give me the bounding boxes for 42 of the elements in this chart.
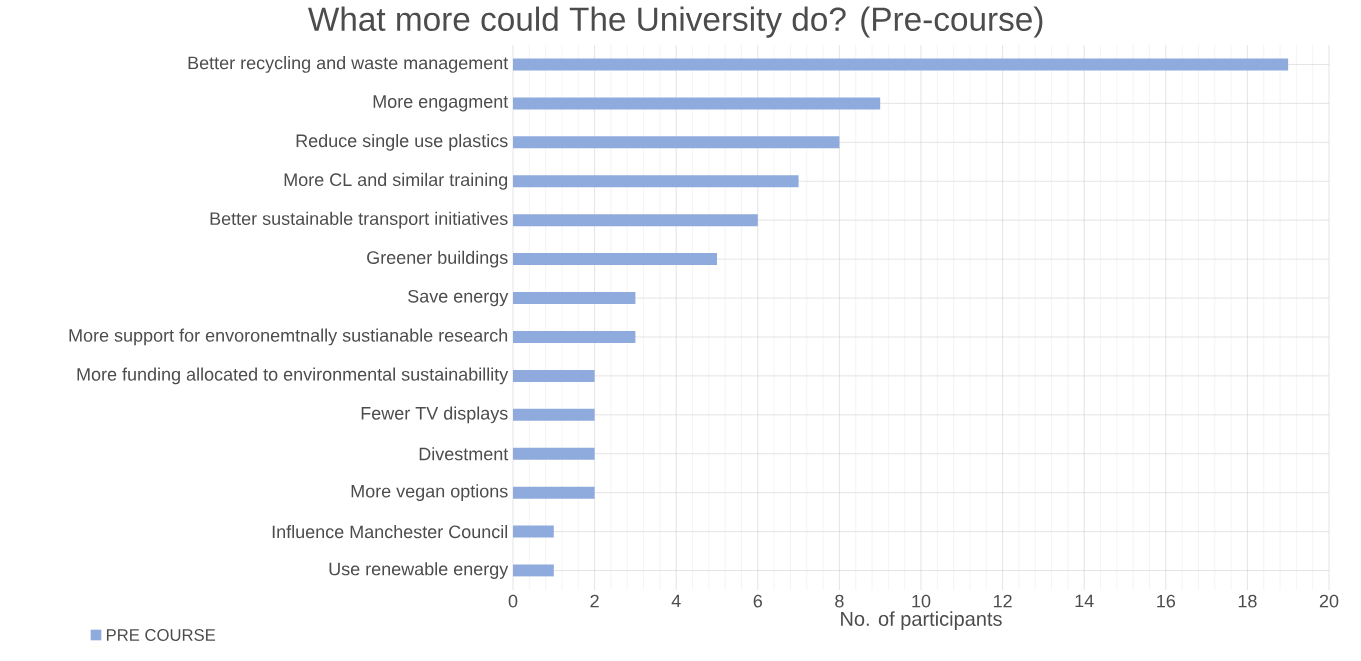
x-tick-label: 4 [671, 594, 681, 608]
y-tick-label: Use renewable energy [329, 562, 509, 579]
bar [513, 564, 554, 577]
x-tick-label: 12 [993, 594, 1012, 608]
bar [513, 214, 758, 227]
bar [513, 136, 840, 149]
y-tick-label: Divestment [419, 447, 509, 461]
bar [513, 97, 881, 110]
bar [513, 175, 799, 188]
x-tick-label: 20 [1319, 594, 1339, 608]
x-tick-label: 10 [912, 594, 931, 608]
bar [513, 447, 595, 460]
bar [513, 292, 636, 305]
x-axis-title: No. of participants [841, 611, 1002, 630]
y-tick-label: Influence Manchester Council [272, 525, 508, 539]
bar [513, 525, 554, 538]
chart-title: What more could The University do? (Pre-course) [308, 6, 1043, 38]
y-tick-label: More support for envoronemtnally sustianable research [69, 328, 508, 346]
bar [513, 408, 595, 421]
y-tick-label: Better recycling and waste management [188, 56, 509, 73]
x-tick-label: 2 [590, 594, 599, 608]
bar [513, 58, 1289, 71]
y-tick-label: More funding allocated to environmental sustainabillity [77, 367, 509, 385]
y-tick-label: More CL and similar training [284, 172, 508, 190]
y-tick-label: More vegan options [351, 484, 508, 502]
x-tick-label: 16 [1157, 594, 1176, 608]
y-tick-label: Save energy [408, 289, 509, 307]
y-tick-label: Fewer TV displays [361, 406, 508, 424]
bar [513, 486, 595, 499]
y-tick-label: Greener buildings [367, 250, 508, 268]
bar [513, 369, 595, 382]
x-tick-label: 0 [508, 594, 518, 608]
y-tick-label: More engagment [373, 95, 509, 112]
x-tick-label: 8 [835, 594, 844, 608]
x-tick-label: 6 [753, 594, 763, 608]
y-tick-label: Better sustainable transport initiatives [210, 211, 508, 229]
x-tick-label: 14 [1075, 594, 1094, 608]
bar [513, 330, 636, 343]
y-tick-label: Reduce single use plastics [296, 133, 508, 151]
bar [513, 253, 717, 266]
legend-label: PRE COURSE [106, 629, 216, 641]
x-tick-label: 18 [1238, 594, 1257, 608]
